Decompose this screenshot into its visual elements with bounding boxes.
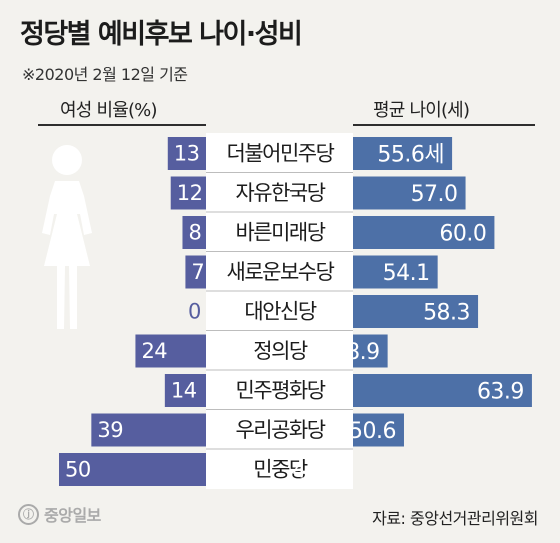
average-age-label: 55.6세: [377, 143, 444, 168]
female-ratio-label: 0: [188, 300, 201, 324]
average-age-header: 평균 나이(세): [373, 100, 470, 121]
female-ratio-bar: [91, 413, 206, 447]
female-ratio-label: 50: [65, 458, 91, 482]
party-name: 우리공화당: [235, 418, 325, 442]
party-name: 더불어민주당: [227, 142, 335, 166]
female-ratio-label: 24: [141, 339, 167, 363]
female-ratio-label: 13: [174, 142, 200, 166]
female-ratio-bar: [135, 334, 206, 368]
average-age-label: 60.0: [439, 222, 486, 247]
logo-text: 중앙일보: [44, 506, 101, 525]
chart-title: 정당별 예비후보 나이·성비: [20, 19, 303, 50]
average-age-label: 57.0: [411, 182, 458, 207]
female-ratio-label: 39: [97, 418, 123, 442]
female-ratio-label: 7: [191, 260, 204, 284]
female-ratio-label: 12: [177, 181, 203, 205]
average-age-bar: [353, 374, 532, 407]
female-ratio-bar: [167, 137, 206, 170]
average-age-bar: [353, 137, 453, 170]
joongang-logo: ⓙ 중앙일보: [18, 502, 101, 526]
party-name: 정의당: [253, 339, 308, 363]
party-name: 자유한국당: [235, 181, 325, 205]
female-ratio-label: 8: [188, 221, 201, 245]
average-age-bar: [353, 255, 438, 289]
female-ratio-bar: [59, 453, 206, 486]
female-ratio-label: 14: [171, 379, 197, 403]
party-name-column: [206, 133, 353, 489]
party-name: 민중당: [253, 458, 308, 482]
average-age-bar: [353, 413, 404, 447]
source-note: 자료: 중앙선거관리위원회: [372, 509, 538, 528]
party-name: 바른미래당: [235, 221, 325, 245]
average-age-bar: [353, 295, 479, 328]
party-name: 민주평화당: [235, 379, 325, 403]
female-ratio-header: 여성 비율(%): [60, 100, 158, 121]
female-ratio-bar: [185, 255, 206, 289]
average-age-bar: [353, 216, 495, 249]
right-header-rule: [353, 124, 535, 126]
female-ratio-bar: [170, 176, 206, 210]
joongang-logo-icon: ⓙ: [18, 503, 39, 525]
left-header-rule: [38, 124, 206, 126]
chart-subtitle: ※2020년 2월 12일 기준: [22, 65, 188, 84]
party-name: 대안신당: [244, 300, 316, 324]
average-age-label: 58.3: [423, 301, 470, 326]
average-age-label: 54.1: [383, 261, 430, 286]
average-age-label: 44.7: [292, 459, 339, 484]
party-name: 새로운보수당: [227, 260, 335, 284]
average-age-label: 48.9: [333, 340, 380, 365]
average-age-label: 50.6: [349, 419, 396, 444]
average-age-bar: [353, 176, 466, 210]
woman-figure-icon: [42, 145, 92, 329]
female-ratio-bar: [182, 216, 206, 249]
average-age-label: 63.9: [477, 380, 524, 405]
average-age-bar: [353, 334, 388, 368]
female-ratio-bar: [164, 374, 206, 407]
